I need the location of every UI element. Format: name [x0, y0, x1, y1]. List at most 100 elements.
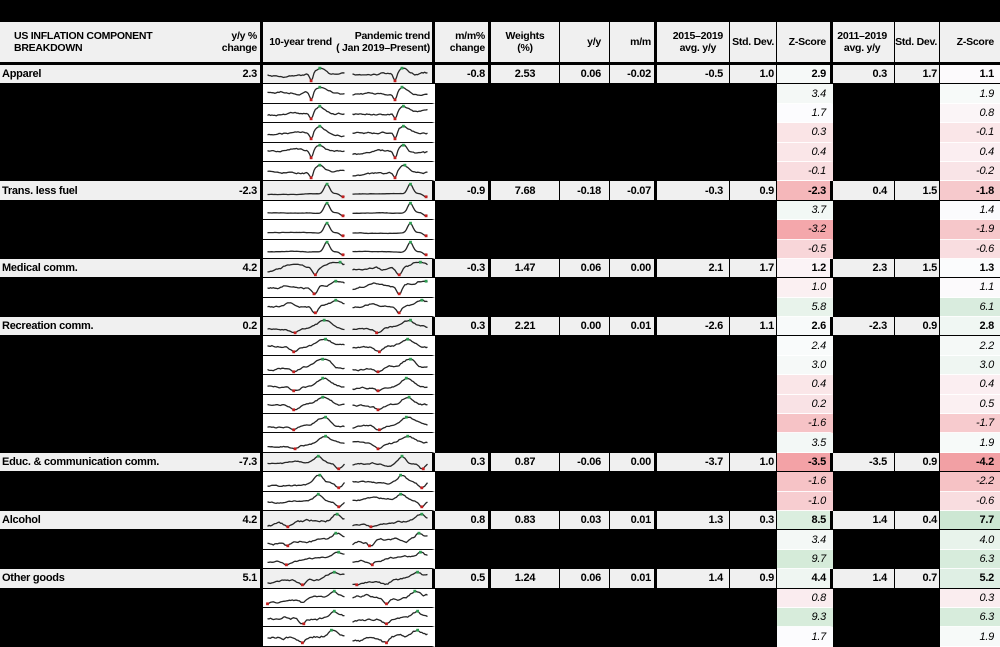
z-score-2-value: 7.7 [979, 514, 994, 527]
std-dev-1-cell: 0.9 [730, 569, 777, 589]
low-point-marker [337, 505, 341, 509]
high-point-marker [318, 85, 322, 89]
low-point-marker [309, 137, 313, 141]
mm-change-cell [435, 608, 491, 627]
trend-sparklines-cell [263, 530, 435, 550]
avg-2015-2019-cell: -0.5 [657, 65, 730, 85]
component-cell [0, 433, 263, 452]
z-score-1-value: 5.8 [811, 300, 826, 313]
z-score-2-value: 0.5 [979, 397, 994, 410]
component-cell: Other goods 5.1 [0, 569, 263, 589]
high-point-marker [419, 260, 422, 264]
mm-contrib-cell [610, 220, 657, 239]
sparkline-10yr [267, 279, 345, 296]
trend-sparklines-cell [263, 220, 435, 240]
avg-2015-2019-cell: 1.3 [657, 510, 730, 531]
sparkline-pandemic [352, 144, 428, 160]
mm-change-cell [435, 414, 491, 433]
low-point-marker [266, 602, 269, 606]
low-point-marker [341, 234, 345, 238]
weights-cell [491, 627, 560, 646]
low-point-marker [393, 117, 397, 121]
z-score-1-value: 0.4 [811, 145, 826, 158]
sparkline-10yr [267, 124, 345, 141]
mm-contrib-cell [610, 433, 657, 452]
row-trans-less-fuel-sub-1: 3.7 1.4 [0, 200, 1000, 221]
std-dev-1-cell: 1.0 [730, 452, 777, 473]
weights-cell [491, 375, 560, 394]
mm-change-cell [435, 123, 491, 142]
high-point-marker [406, 434, 410, 438]
component-cell [0, 589, 263, 608]
z-score-1-cell: 0.4 [777, 142, 833, 162]
yy-contrib-cell [560, 336, 610, 355]
header-weights: Weights (%) [491, 22, 560, 63]
trend-sparklines-cell [263, 181, 435, 201]
std-dev-2-cell [895, 492, 940, 511]
z-score-2-cell: -1.9 [940, 220, 1000, 240]
header-mm-contrib: m/m [610, 22, 657, 63]
avg-2011-2019-cell [833, 433, 895, 452]
z-score-2-cell: 1.1 [940, 278, 1000, 298]
row-label: Educ. & communication comm. [2, 456, 160, 468]
row-recreation-comm-sub-2: 3.0 3.0 [0, 355, 1000, 376]
mm-change-cell [435, 84, 491, 103]
component-cell [0, 220, 263, 239]
z-score-2-cell: 0.4 [940, 375, 1000, 395]
sparkline-10yr [267, 299, 345, 315]
high-point-marker [325, 221, 329, 225]
yy-contrib-cell [560, 104, 610, 123]
weights-cell: 1.47 [491, 258, 560, 279]
low-point-marker [337, 466, 341, 470]
std-dev-2-cell [895, 298, 940, 317]
avg-2015-2019-cell [657, 589, 730, 608]
sparkline-pandemic [352, 202, 428, 218]
high-point-marker [409, 202, 412, 206]
low-point-marker [370, 563, 374, 567]
avg-2015-2019-cell [657, 375, 730, 394]
std-dev-2-cell [895, 530, 940, 549]
std-dev-2-cell [895, 356, 940, 375]
avg-2015-2019-cell [657, 492, 730, 511]
yy-change-value: 4.2 [242, 262, 257, 275]
low-point-marker [312, 292, 316, 296]
std-dev-2-cell [895, 589, 940, 608]
sparkline-10yr [267, 221, 345, 238]
sparkline-10yr [267, 182, 345, 199]
avg-2015-2019-cell [657, 550, 730, 569]
low-point-marker [292, 369, 296, 373]
weights-cell: 1.24 [491, 569, 560, 589]
yy-change-value: 0.2 [242, 320, 257, 333]
weights-cell [491, 492, 560, 511]
row-apparel-sub-4: 0.4 0.4 [0, 142, 1000, 162]
high-point-marker [318, 473, 322, 477]
trend-sparklines-cell [263, 142, 435, 162]
z-score-1-value: 9.7 [811, 552, 826, 565]
z-score-2-value: 0.8 [979, 106, 994, 119]
z-score-2-value: 0.4 [979, 378, 994, 391]
yy-contrib-cell: 0.06 [560, 569, 610, 589]
std-dev-1-cell [730, 375, 777, 394]
z-score-2-cell: 1.4 [940, 200, 1000, 221]
trend-sparklines-cell [263, 375, 435, 395]
mm-change-cell [435, 298, 491, 317]
high-point-marker [404, 376, 408, 380]
std-dev-1-cell [730, 84, 777, 103]
row-educ-communication-comm-sub-1: -1.6 -2.2 [0, 472, 1000, 492]
row-other-goods-sub-3: 1.7 1.9 [0, 627, 1000, 647]
z-score-1-cell: 1.0 [777, 278, 833, 298]
std-dev-1-cell [730, 201, 777, 220]
avg-2015-2019-cell [657, 472, 730, 491]
z-score-2-value: 3.0 [979, 359, 994, 372]
trend-sparklines-cell [263, 103, 435, 124]
sparkline-pandemic [352, 85, 428, 102]
std-dev-1-cell [730, 395, 777, 414]
high-point-marker [316, 493, 320, 496]
header-z-score-2: Z-Score [940, 22, 1000, 63]
weights-cell [491, 356, 560, 375]
z-score-2-cell: -1.8 [940, 181, 1000, 201]
avg-2015-2019-cell [657, 104, 730, 123]
sparkline-pandemic [352, 357, 428, 373]
sparkline-pandemic [352, 434, 428, 451]
row-recreation-comm-sub-6: 3.5 1.9 [0, 433, 1000, 453]
